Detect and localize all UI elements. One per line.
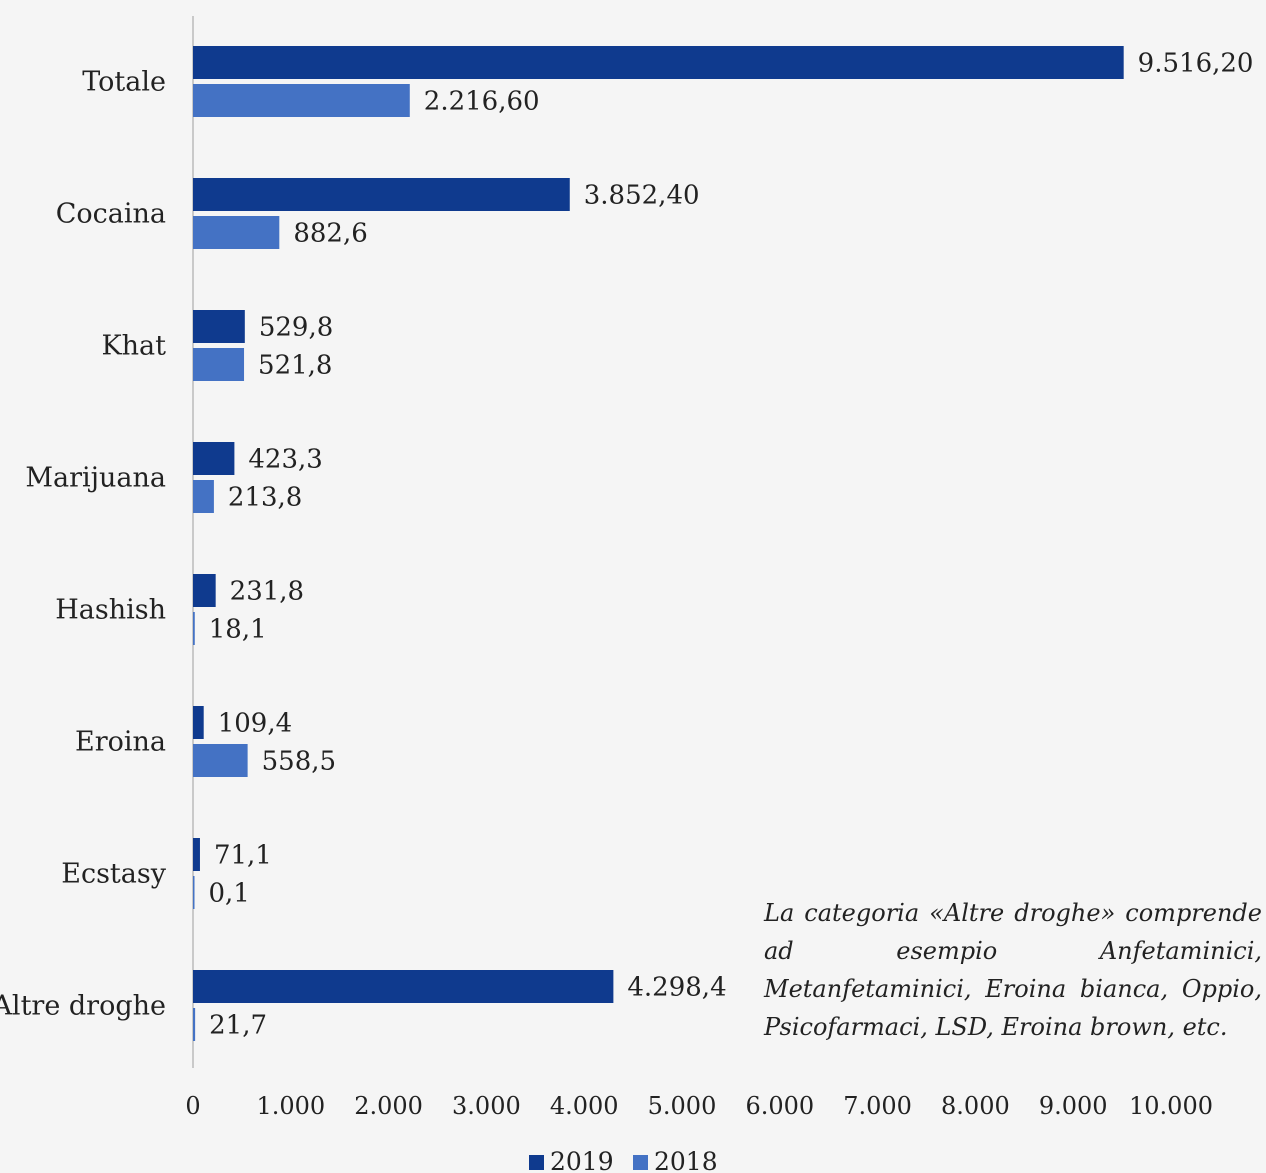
x-axis-ticks: 0 1.000 2.000 3.000 4.000 5.000 6.000 7.000 8.00…	[185, 1092, 1213, 1120]
x-tick-label: 0	[185, 1092, 200, 1120]
data-label: 213,8	[228, 483, 302, 513]
category-label: Marijuana	[25, 463, 166, 494]
data-label: 558,5	[262, 747, 336, 777]
legend-label-2018: 2018	[654, 1147, 718, 1173]
x-tick-label: 3.000	[452, 1092, 521, 1120]
data-labels: 9.516,20 2.216,60 3.852,40 882,6 529,8 521,8 4…	[209, 49, 1254, 1041]
bar-2018-eroina	[193, 744, 248, 777]
data-label: 3.852,40	[584, 181, 700, 211]
x-tick-label: 10.000	[1129, 1092, 1213, 1120]
bar-2019-cocaina	[193, 178, 570, 211]
category-label: Cocaina	[56, 199, 166, 230]
category-label: Totale	[82, 67, 166, 98]
bar-2018-cocaina	[193, 216, 280, 249]
bar-2019-khat	[193, 310, 245, 343]
category-labels: Totale Cocaina Khat Marijuana Hashish Eroina E…	[0, 67, 167, 1022]
data-label: 71,1	[214, 841, 272, 871]
data-label: 109,4	[218, 709, 292, 739]
x-tick-label: 4.000	[550, 1092, 619, 1120]
data-label: 0,1	[209, 879, 250, 909]
data-label: 21,7	[209, 1011, 267, 1041]
bar-2018-marijuana	[193, 480, 214, 513]
bar-2019-ecstasy	[193, 838, 200, 871]
bar-2019-marijuana	[193, 442, 235, 475]
legend-swatch-2019	[529, 1155, 544, 1170]
bar-2018-ecstasy	[193, 876, 195, 909]
category-label: Khat	[101, 331, 166, 362]
x-tick-label: 2.000	[354, 1092, 423, 1120]
data-label: 529,8	[259, 313, 333, 343]
x-tick-label: 6.000	[745, 1092, 814, 1120]
bar-2019-altre-droghe	[193, 970, 614, 1003]
category-label: Altre droghe	[0, 991, 166, 1022]
data-label: 9.516,20	[1138, 49, 1254, 79]
x-tick-label: 7.000	[843, 1092, 912, 1120]
category-label: Ecstasy	[61, 859, 166, 890]
data-label: 423,3	[248, 445, 322, 475]
bar-2018-totale	[193, 84, 410, 117]
data-label: 18,1	[209, 615, 267, 645]
legend: 2019 2018	[529, 1147, 718, 1173]
bar-2018-hashish	[193, 612, 195, 645]
data-label: 882,6	[293, 219, 367, 249]
bar-2019-hashish	[193, 574, 216, 607]
bar-2018-altre-droghe	[193, 1008, 196, 1041]
data-label: 4.298,4	[627, 973, 726, 1003]
x-tick-label: 1.000	[256, 1092, 325, 1120]
bars	[193, 46, 1124, 1041]
bar-2019-eroina	[193, 706, 204, 739]
data-label: 2.216,60	[424, 87, 540, 117]
legend-label-2019: 2019	[550, 1147, 614, 1173]
category-label: Hashish	[55, 595, 166, 626]
category-label: Eroina	[75, 727, 166, 758]
chart-annotation: La categoria «Altre droghe» comprende ad…	[764, 899, 1262, 1041]
x-tick-label: 9.000	[1039, 1092, 1108, 1120]
bar-2018-khat	[193, 348, 245, 381]
data-label: 521,8	[258, 351, 332, 381]
x-tick-label: 8.000	[941, 1092, 1010, 1120]
bar-2019-totale	[193, 46, 1124, 79]
x-tick-label: 5.000	[648, 1092, 717, 1120]
data-label: 231,8	[230, 577, 304, 607]
legend-swatch-2018	[633, 1155, 648, 1170]
